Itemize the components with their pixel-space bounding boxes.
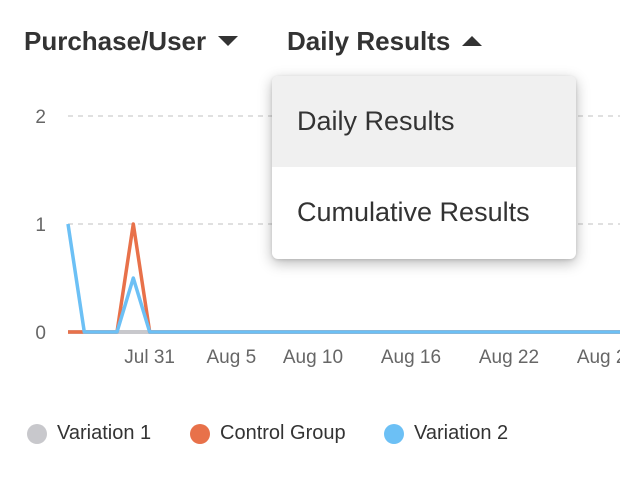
y-tick-label: 2 (35, 107, 46, 128)
variation-1-swatch-icon (27, 423, 47, 444)
view-mode-dropdown-label: Daily Results (287, 26, 451, 56)
series-line-variation-2 (66, 223, 620, 334)
y-tick-label: 0 (35, 323, 46, 344)
x-tick-label: Aug 22 (479, 347, 539, 368)
legend-item-variation-2[interactable]: Variation 2 (384, 422, 508, 445)
variation-2-swatch-icon (384, 423, 404, 444)
legend-label: Variation 2 (414, 422, 509, 444)
view-mode-dropdown[interactable]: Daily Results (287, 24, 483, 58)
metric-dropdown-label: Purchase/User (24, 26, 207, 56)
control-group-swatch-icon (190, 423, 210, 444)
metric-dropdown[interactable]: Purchase/User (24, 24, 239, 58)
x-tick-label: Aug 10 (283, 347, 343, 368)
legend-item-variation-1[interactable]: Variation 1 (27, 422, 151, 445)
x-tick-label: Aug 16 (381, 347, 441, 368)
menu-item-daily-results[interactable]: Daily Results (272, 76, 576, 167)
caret-up-icon (462, 36, 483, 46)
x-tick-label: Jul 31 (124, 347, 175, 368)
legend-label: Variation 1 (57, 422, 152, 444)
caret-down-icon (218, 36, 239, 46)
x-tick-label: Aug 5 (206, 347, 256, 368)
legend-item-control-group[interactable]: Control Group (190, 422, 346, 445)
legend-label: Control Group (220, 422, 346, 444)
menu-item-label: Cumulative Results (297, 197, 530, 227)
view-mode-menu: Daily Results Cumulative Results (272, 76, 576, 259)
x-tick-label: Aug 28 (577, 347, 620, 368)
y-tick-label: 1 (35, 215, 46, 236)
menu-item-label: Daily Results (297, 106, 455, 136)
menu-item-cumulative-results[interactable]: Cumulative Results (272, 167, 576, 258)
